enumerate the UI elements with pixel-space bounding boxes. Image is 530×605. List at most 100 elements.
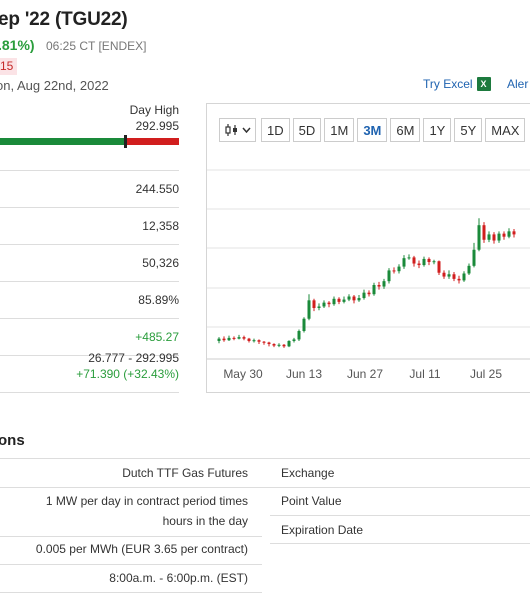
try-excel-label: Try Excel bbox=[423, 77, 473, 91]
candle-body bbox=[367, 292, 371, 295]
candle-body bbox=[237, 337, 241, 339]
candle-body bbox=[442, 272, 446, 277]
candle-body bbox=[412, 257, 416, 264]
x-tick-label: Jul 25 bbox=[470, 367, 502, 381]
candle-body bbox=[492, 234, 496, 241]
candle-body bbox=[252, 340, 256, 342]
spec-label: Exchange bbox=[281, 466, 335, 480]
stat-row: 12,358 bbox=[0, 208, 179, 245]
range-5d-button[interactable]: 5D bbox=[292, 118, 322, 142]
candle-body bbox=[402, 258, 406, 267]
spec-divider bbox=[270, 515, 530, 516]
candle-body bbox=[307, 300, 311, 319]
range-1y-button[interactable]: 1Y bbox=[423, 118, 452, 142]
candle-body bbox=[437, 261, 441, 273]
candle-body bbox=[407, 257, 411, 259]
range-1d-button[interactable]: 1D bbox=[261, 118, 290, 142]
candle-body bbox=[422, 258, 426, 266]
candle-body bbox=[387, 270, 391, 282]
section-title: ons bbox=[0, 432, 25, 449]
price-chart[interactable]: 1D 5D 1M 3M 6M 1Y 5Y MAX May 30 Jun 13 Jun… bbox=[206, 103, 530, 393]
candle-body bbox=[322, 302, 326, 307]
day-high-label: Day High bbox=[129, 103, 179, 117]
stat-row: 50,326 bbox=[0, 245, 179, 282]
candle-body bbox=[287, 340, 291, 347]
quote-time: 06:25 CT [ENDEX] bbox=[46, 39, 147, 53]
try-excel-link[interactable]: Try Excel X bbox=[423, 77, 491, 91]
day-high-value: 292.995 bbox=[135, 119, 179, 133]
candle-body bbox=[507, 231, 511, 237]
stat-value: 50,326 bbox=[142, 256, 179, 270]
x-tick-label: Jul 11 bbox=[409, 367, 440, 381]
range-5y-button[interactable]: 5Y bbox=[454, 118, 483, 142]
day-range-high-segment bbox=[125, 138, 179, 145]
candle-body bbox=[397, 266, 401, 272]
stat-value: 85.89% bbox=[138, 293, 179, 307]
stat-value: 12,358 bbox=[142, 219, 179, 233]
range-1m-button[interactable]: 1M bbox=[324, 118, 355, 142]
candle-body bbox=[372, 285, 376, 295]
candle-body bbox=[512, 231, 516, 235]
candle-body bbox=[447, 274, 451, 277]
page-title: ep '22 (TGU22) bbox=[0, 9, 128, 30]
candle-body bbox=[312, 300, 316, 308]
day-range-bar bbox=[0, 135, 179, 148]
candle-body bbox=[472, 249, 476, 266]
day-range-low-segment bbox=[0, 138, 126, 145]
candle-body bbox=[222, 338, 226, 341]
candle-body bbox=[477, 225, 481, 250]
candle-body bbox=[347, 296, 351, 300]
status-badge: 15 bbox=[0, 58, 18, 75]
candle-body bbox=[267, 342, 271, 345]
range-max-button[interactable]: MAX bbox=[485, 118, 526, 142]
candle-body bbox=[362, 292, 366, 299]
candle-body bbox=[337, 298, 341, 302]
candle-body bbox=[417, 263, 421, 266]
candle-body bbox=[247, 338, 251, 341]
range-6m-button[interactable]: 6M bbox=[390, 118, 421, 142]
candle-body bbox=[232, 337, 236, 339]
spec-label: Expiration Date bbox=[281, 523, 364, 537]
candle-body bbox=[352, 296, 356, 301]
candle-body bbox=[302, 318, 306, 331]
candle-body bbox=[382, 281, 386, 287]
stat-value: +485.27 bbox=[135, 330, 179, 344]
chevron-down-icon bbox=[242, 127, 251, 133]
candle-body bbox=[432, 261, 436, 263]
stat-row: 244.550 bbox=[0, 171, 179, 208]
spec-label: Point Value bbox=[281, 494, 342, 508]
stat-row: +71.390 (+32.43%) bbox=[0, 356, 179, 393]
spec-divider bbox=[0, 564, 262, 565]
candle-body bbox=[327, 302, 331, 305]
candle-body bbox=[452, 274, 456, 279]
chart-type-button[interactable] bbox=[219, 118, 256, 142]
section-divider bbox=[0, 458, 530, 459]
x-tick-label: Jun 13 bbox=[286, 367, 322, 381]
candle-body bbox=[317, 306, 321, 308]
candle-body bbox=[277, 344, 281, 346]
x-tick-label: May 30 bbox=[223, 367, 263, 381]
candle-body bbox=[217, 338, 221, 341]
spec-value: 0.005 per MWh (EUR 3.65 per contract) bbox=[35, 542, 248, 556]
candle-body bbox=[282, 344, 286, 347]
stat-value: 26.777 - 292.995 bbox=[88, 351, 179, 365]
candle-body bbox=[377, 285, 381, 287]
candle-body bbox=[227, 337, 231, 341]
candle-body bbox=[357, 298, 361, 301]
candle-body bbox=[342, 299, 346, 302]
change-percent: .81%) bbox=[0, 37, 35, 53]
spec-divider bbox=[270, 543, 530, 544]
stats-top-divider bbox=[0, 170, 179, 171]
range-3m-button[interactable]: 3M bbox=[357, 118, 388, 142]
as-of-date: on, Aug 22nd, 2022 bbox=[0, 78, 109, 93]
day-range-marker bbox=[123, 135, 127, 148]
spec-value: hours in the day bbox=[162, 514, 248, 528]
stat-value: +71.390 (+32.43%) bbox=[76, 367, 179, 381]
alerts-link[interactable]: Aler bbox=[507, 77, 529, 91]
candle-body bbox=[272, 344, 276, 346]
candle-body bbox=[427, 258, 431, 262]
stat-value: 244.550 bbox=[135, 182, 179, 196]
spec-value: 8:00a.m. - 6:00p.m. (EST) bbox=[109, 571, 248, 585]
candle-body bbox=[462, 273, 466, 281]
stat-row: 85.89% bbox=[0, 282, 179, 319]
